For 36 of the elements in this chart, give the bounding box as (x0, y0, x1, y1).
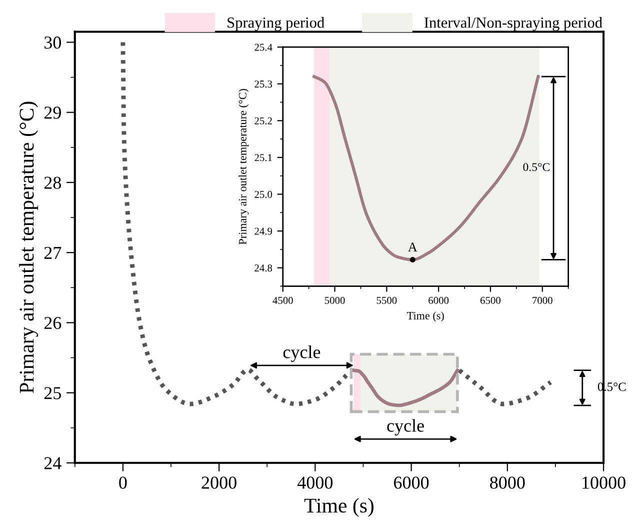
y-tick-label: 24.9 (254, 228, 272, 235)
legend-label: Interval/Non-spraying period (424, 17, 602, 31)
annotation: cycle (283, 346, 320, 362)
x-tick-label: 5000 (324, 296, 345, 304)
x-tick-label: 5500 (376, 296, 397, 304)
x-tick-label: 4000 (297, 476, 333, 489)
x-tick-label: 2000 (202, 476, 236, 489)
y-tick-label: 28 (44, 176, 61, 189)
y-tick-label: 25.4 (254, 44, 272, 51)
annotation: 0.5°C (523, 163, 550, 172)
y-tick-label: 25.3 (254, 80, 272, 88)
y-tick-label: 25.1 (254, 154, 272, 162)
x-axis-title: Time (s) (407, 312, 444, 322)
y-tick-label: 29 (44, 106, 61, 119)
x-tick-label: 6000 (428, 296, 449, 304)
y-tick-label: 27 (44, 246, 62, 259)
x-tick-label: 6000 (394, 476, 429, 489)
x-tick-label: 8000 (490, 476, 525, 489)
x-axis-title: Time (s) (304, 498, 374, 517)
y-tick-label: 25 (44, 387, 61, 400)
y-tick-label: 30 (44, 36, 61, 49)
y-tick-label: 24 (44, 457, 62, 470)
x-tick-label: 10000 (582, 476, 626, 489)
y-tick-label: 26 (44, 316, 62, 330)
x-tick-label: 4500 (272, 296, 293, 304)
x-tick-label: 0 (119, 476, 127, 489)
y-axis-title: Primary air outlet temperature (°C) (19, 102, 38, 394)
y-tick-label: 24.8 (254, 264, 272, 272)
x-tick-label: 7000 (532, 296, 552, 304)
y-tick-label: 25.0 (254, 190, 272, 198)
legend-label: Spraying period (228, 17, 324, 31)
x-tick-label: 6500 (480, 296, 500, 304)
y-axis-title: Primary air outlet temperature (°C) (238, 89, 249, 244)
annotation: A (408, 242, 418, 252)
y-tick-label: 25.2 (254, 117, 272, 124)
annotation: cycle (387, 419, 424, 436)
